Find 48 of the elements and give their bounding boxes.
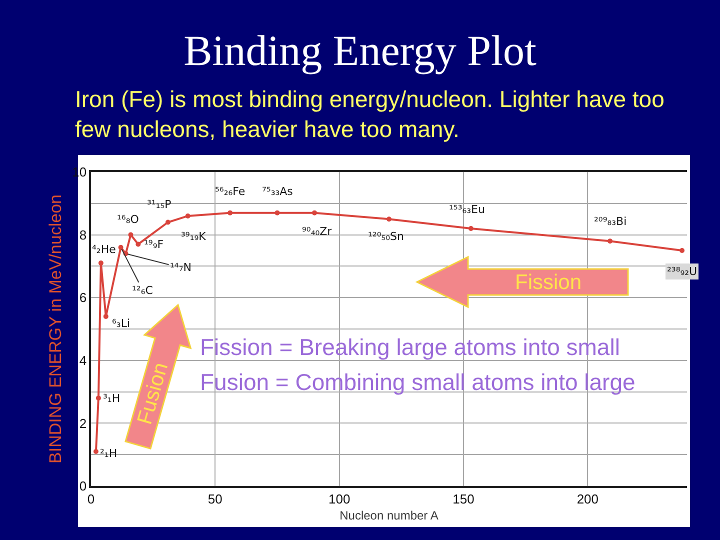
y-tick-label: 8 xyxy=(79,227,87,242)
annotation: ⁶₃Li xyxy=(112,317,130,330)
point xyxy=(136,242,141,247)
annotation: ⁹⁰₄₀Zr xyxy=(302,225,332,238)
annotation: ²⁰⁹₈₃Bi xyxy=(594,215,627,228)
y-tick-label: 4 xyxy=(79,352,87,368)
point xyxy=(96,396,101,401)
point xyxy=(312,210,317,216)
annotation: ²³⁸₉₂U xyxy=(667,265,698,278)
annotation: ¹⁴₇N xyxy=(170,261,192,274)
annotation: ³¹₁₅P xyxy=(147,198,172,211)
x-axis-title: Nucleon number A xyxy=(340,508,438,523)
annotation: ²₁H xyxy=(100,447,118,460)
point xyxy=(386,216,392,222)
annotation: ¹²⁰₅₀Sn xyxy=(368,230,404,243)
x-tick-label: 150 xyxy=(452,491,474,506)
annotation: ¹⁵³₆₃Eu xyxy=(449,203,485,216)
y-axis-title: BINDING ENERGY in MeV/nucleon xyxy=(46,194,66,464)
y-tick-label: 0 xyxy=(79,478,87,494)
annotation: ⁴₂He xyxy=(92,243,116,256)
chart-title: Binding Energy Plot xyxy=(184,28,536,76)
annotation: Fusion xyxy=(133,360,173,428)
annotation: ⁷⁵₃₃As xyxy=(262,185,294,198)
point xyxy=(103,314,108,319)
annotation: ⁵⁶₂₆Fe xyxy=(215,185,246,198)
point xyxy=(98,260,104,266)
point xyxy=(274,210,280,216)
chart-subtitle: Iron (Fe) is most binding energy/nucleon. Lighter have too few nucleons, heavier have too many. xyxy=(75,86,664,142)
x-tick-label: 200 xyxy=(576,491,599,506)
y-tick-label: 6 xyxy=(79,290,87,306)
y-tick-label: 2 xyxy=(79,416,87,431)
x-tick-label: 50 xyxy=(208,491,222,506)
point xyxy=(680,248,685,253)
point xyxy=(118,244,124,250)
point xyxy=(468,226,474,232)
point xyxy=(165,220,170,225)
annotation: ¹²₆C xyxy=(132,284,154,297)
point xyxy=(185,213,190,218)
point xyxy=(93,448,98,454)
annotation: Fission xyxy=(515,271,582,294)
annotation: ¹⁶₈O xyxy=(117,213,140,226)
annotation: ³₁H xyxy=(103,392,120,405)
annotation: ³⁹₁₉K xyxy=(181,230,207,243)
point xyxy=(608,238,613,244)
annotation: ¹⁹₉F xyxy=(144,238,164,251)
point xyxy=(228,210,233,216)
x-tick-label: 100 xyxy=(328,491,350,506)
point xyxy=(128,232,134,238)
